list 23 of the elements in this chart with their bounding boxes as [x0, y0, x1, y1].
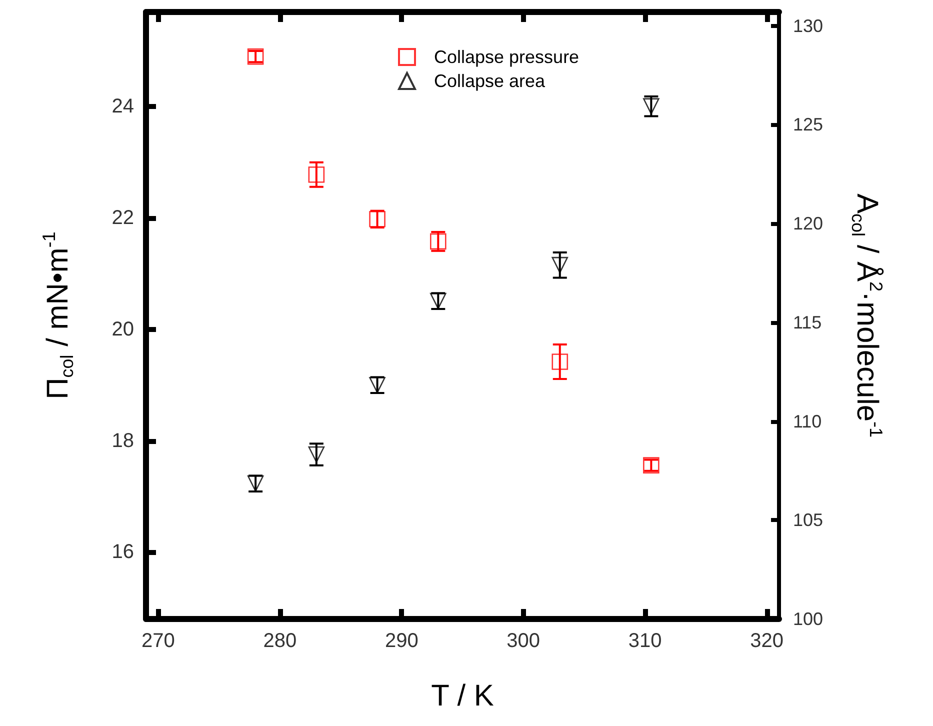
- y-tick-label: 16: [112, 541, 134, 564]
- y2-tick-label: 130: [793, 16, 824, 36]
- y2-axis-title: Acol / Å2·molecule-1: [848, 193, 886, 438]
- y2-tick-label: 110: [793, 411, 822, 432]
- x-tick-label: 310: [628, 630, 662, 652]
- y-axis-title: Πcol / mN•m-1: [39, 232, 77, 400]
- y-tick-label: 22: [112, 207, 134, 230]
- legend-label: Collapse pressure: [434, 47, 580, 67]
- y2-tick-label: 100: [793, 609, 824, 629]
- y-tick-label: 24: [112, 96, 134, 118]
- x-axis-title: T / K: [431, 680, 494, 712]
- y-tick-label: 18: [112, 430, 134, 452]
- x-tick-label: 280: [263, 630, 297, 652]
- x-tick-label: 290: [384, 630, 418, 652]
- x-tick-label: 270: [141, 630, 175, 652]
- y2-tick-label: 115: [793, 312, 822, 332]
- x-tick-label: 320: [750, 630, 784, 652]
- y-tick-label: 20: [112, 318, 134, 340]
- legend-label: Collapse area: [434, 71, 546, 91]
- x-tick-label: 300: [506, 630, 540, 652]
- y2-tick-label: 105: [793, 510, 824, 530]
- y2-tick-label: 125: [793, 114, 824, 135]
- y2-tick-label: 120: [793, 214, 824, 234]
